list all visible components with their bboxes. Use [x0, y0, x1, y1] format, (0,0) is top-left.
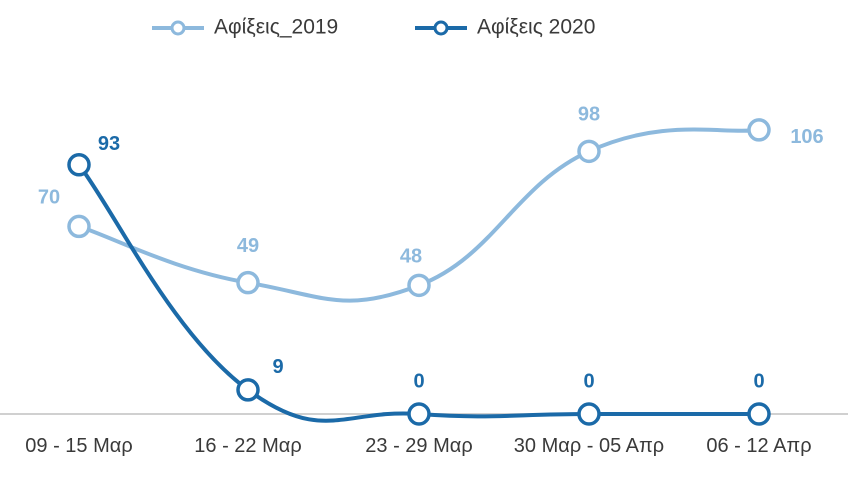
data-label: 0: [413, 370, 424, 392]
data-label: 49: [237, 235, 259, 257]
x-tick-label: 23 - 29 Μαρ: [365, 435, 472, 457]
data-label: 70: [38, 187, 60, 209]
data-point: [577, 402, 601, 426]
data-label: 0: [753, 370, 764, 392]
data-point: [67, 153, 91, 177]
legend-label: Αφίξεις_2019: [214, 16, 338, 39]
legend-item-2: Αφίξεις 2020: [415, 16, 595, 39]
data-point: [747, 402, 771, 426]
legend-marker: [170, 20, 186, 36]
legend: Αφίξεις_2019 Αφίξεις 2020: [152, 16, 595, 39]
data-point: [747, 118, 771, 142]
data-point: [407, 402, 431, 426]
data-label: 106: [790, 126, 823, 148]
legend-item-1: Αφίξεις_2019: [152, 16, 338, 39]
legend-marker: [433, 20, 449, 36]
x-tick-label: 09 - 15 Μαρ: [25, 435, 132, 457]
data-point: [407, 273, 431, 298]
data-label: 9: [272, 356, 283, 378]
data-point: [236, 270, 260, 295]
x-tick-label: 16 - 22 Μαρ: [194, 435, 301, 457]
data-point: [577, 139, 601, 164]
series-line-2: [77, 162, 761, 423]
legend-label: Αφίξεις 2020: [477, 16, 595, 39]
data-label: 48: [400, 246, 422, 268]
data-label: 0: [583, 370, 594, 392]
data-label: 93: [98, 133, 120, 155]
data-point: [236, 378, 260, 402]
data-labels: 70 49 48 98 106 93 9 0 0 0: [38, 104, 824, 393]
x-tick-labels: 09 - 15 Μαρ 16 - 22 Μαρ 23 - 29 Μαρ 30 Μαρ …: [25, 435, 811, 457]
data-points: [67, 118, 771, 426]
data-label: 98: [578, 104, 600, 126]
data-point: [67, 214, 91, 239]
x-tick-label: 06 - 12 Απρ: [706, 435, 811, 457]
x-tick-label: 30 Μαρ - 05 Απρ: [514, 435, 664, 457]
